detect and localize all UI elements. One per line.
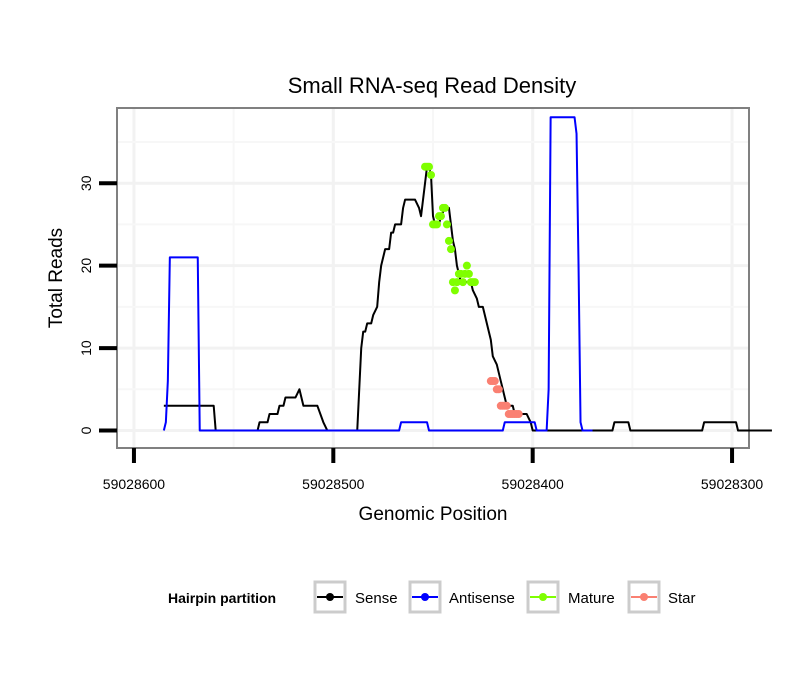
star-point	[490, 377, 499, 386]
y-tick-label: 30	[78, 175, 94, 191]
y-tick-label: 10	[78, 340, 94, 356]
star-point	[514, 410, 523, 419]
grid	[118, 109, 748, 447]
mature-point	[450, 286, 459, 295]
star-point	[502, 401, 511, 410]
mature-point	[432, 220, 441, 229]
legend-key-point-mature	[539, 593, 547, 601]
mature-point	[425, 162, 434, 171]
mature-point	[458, 278, 467, 287]
x-tick-label: 59028600	[103, 476, 166, 492]
legend-key-point-antisense	[421, 593, 429, 601]
x-tick-label: 59028500	[302, 476, 365, 492]
y-tick-label: 0	[78, 426, 94, 434]
x-axis: 59028600 59028500 59028400 59028300	[103, 448, 764, 492]
legend-label-sense: Sense	[355, 590, 398, 607]
star-point	[494, 385, 503, 394]
legend: Hairpin partition Sense Antisense Mature St…	[168, 580, 696, 614]
mature-point	[440, 203, 449, 212]
mature-point	[464, 269, 473, 278]
y-axis: 0 10 20 30	[78, 175, 117, 434]
legend-title: Hairpin partition	[168, 590, 276, 606]
legend-label-antisense: Antisense	[449, 590, 515, 607]
mature-point	[470, 278, 479, 287]
mature-point	[444, 236, 453, 245]
y-tick-label: 20	[78, 258, 94, 274]
series-layer	[162, 116, 772, 432]
legend-label-star: Star	[668, 590, 696, 607]
x-tick-label: 59028300	[701, 476, 764, 492]
mature-point	[442, 220, 451, 229]
legend-key-point-star	[640, 593, 648, 601]
mature-point	[446, 245, 455, 254]
x-tick-label: 59028400	[502, 476, 565, 492]
mature-point	[436, 212, 445, 221]
mature-point	[452, 278, 461, 287]
y-axis-title: Total Reads	[46, 228, 67, 328]
x-axis-title: Genomic Position	[359, 504, 508, 525]
legend-key-point-sense	[326, 593, 334, 601]
chart-title: Small RNA-seq Read Density	[288, 73, 577, 98]
legend-label-mature: Mature	[568, 590, 615, 607]
antisense-series-line	[162, 116, 593, 432]
mature-point	[462, 261, 471, 270]
mature-point	[427, 170, 436, 179]
